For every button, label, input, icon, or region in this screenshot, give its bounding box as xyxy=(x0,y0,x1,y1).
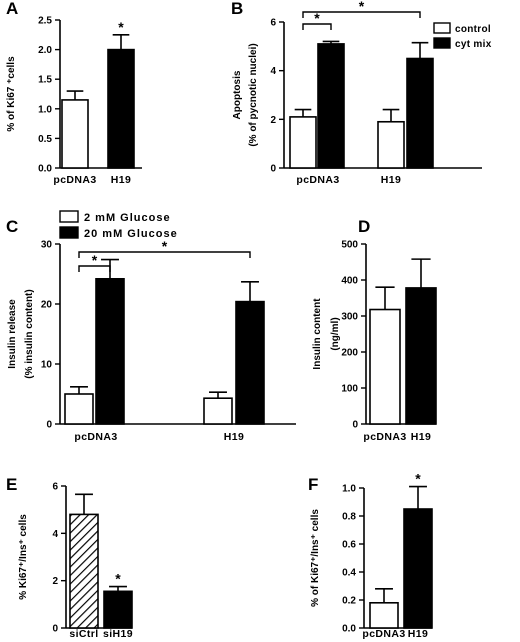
bar-pcdna3 xyxy=(61,99,89,169)
y-tick-label: 0.0 xyxy=(38,164,52,175)
significance-bracket xyxy=(302,11,421,18)
significance-star: * xyxy=(162,238,168,254)
panel-letter-e: E xyxy=(6,475,17,494)
legend-swatch-black xyxy=(59,226,79,239)
category-label-h19: H19 xyxy=(408,628,428,640)
bar-pcdna3-control xyxy=(289,116,317,169)
y-tick-label: 1.0 xyxy=(342,484,356,495)
significance-star: * xyxy=(118,19,124,35)
y-tick-label: 0.4 xyxy=(342,568,356,579)
y-tick-label: 1.0 xyxy=(38,104,52,115)
y-tick-label: 0.5 xyxy=(38,134,52,145)
bar-h19-20-mm-glucose xyxy=(235,300,265,425)
significance-star: * xyxy=(92,252,98,268)
y-tick-label: 10 xyxy=(41,360,53,371)
bar-h19 xyxy=(107,48,135,169)
legend-label: 20 mM Glucose xyxy=(84,228,178,240)
y-tick-label: 4 xyxy=(270,66,276,77)
y-tick-label: 500 xyxy=(341,240,358,251)
significance-bracket xyxy=(78,265,111,272)
y-axis-label: % Ki67⁺/Ins⁺ cells xyxy=(18,514,29,600)
y-tick-label: 2.5 xyxy=(38,16,52,27)
category-label-sih19: siH19 xyxy=(103,628,133,640)
significance-star: * xyxy=(115,571,121,587)
category-label-pcdna3: pcDNA3 xyxy=(74,431,117,443)
y-tick-label: 400 xyxy=(341,276,358,287)
panel-letter-f: F xyxy=(308,475,318,494)
y-tick-label: 100 xyxy=(341,384,358,395)
bar-pcdna3-cyt-mix xyxy=(317,43,345,169)
panel-e: E 0 2 4 6 % Ki67⁺/Ins⁺ cells siCtrl siH19 * xyxy=(6,475,133,640)
significance-bracket xyxy=(302,23,332,30)
bar-sictrl xyxy=(69,513,99,629)
y-axis-label-2: (% of pycnotic nuclei) xyxy=(248,43,259,146)
y-tick-label: 2 xyxy=(52,576,58,587)
category-label-h19: H19 xyxy=(224,431,244,443)
bar-h19-2-mm-glucose xyxy=(203,397,233,425)
legend-label: cyt mix xyxy=(455,39,492,50)
y-axis-label: % of Ki67 ⁺cells xyxy=(6,56,17,132)
y-tick-label: 0 xyxy=(270,164,276,175)
category-label-pcdna3: pcDNA3 xyxy=(53,174,96,186)
category-label-h19: H19 xyxy=(411,431,431,443)
bar-h19 xyxy=(405,287,437,425)
category-label-h19: H19 xyxy=(111,174,131,186)
y-tick-label: 0.0 xyxy=(342,624,356,635)
panel-letter-a: A xyxy=(6,0,18,18)
bar-h19-cyt-mix xyxy=(406,57,434,169)
panel-letter-b: B xyxy=(231,0,243,18)
y-tick-label: 6 xyxy=(270,18,276,29)
y-tick-label: 4 xyxy=(52,529,58,540)
legend-swatch-white xyxy=(433,22,451,34)
panel-d: D 0 100 200 300 400 500 Insulin content (ng/ml) p… xyxy=(312,217,437,443)
bar-pcdna3-2-mm-glucose xyxy=(64,393,94,425)
panel-b: B 0 2 4 6 Apoptosis (% of pycnotic nuclei) pcDN… xyxy=(231,0,492,186)
category-label-pcdna3: pcDNA3 xyxy=(296,174,339,186)
y-tick-label: 0.6 xyxy=(342,540,356,551)
y-axis-label-2: (ng/ml) xyxy=(330,317,341,350)
bar-pcdna3-20-mm-glucose xyxy=(95,277,125,425)
panel-letter-c: C xyxy=(6,217,18,236)
bar-h19 xyxy=(403,508,433,629)
y-tick-label: 300 xyxy=(341,312,358,323)
bar-pcdna3 xyxy=(369,308,401,425)
bar-sih19 xyxy=(103,590,133,629)
y-tick-label: 1.5 xyxy=(38,75,52,86)
y-tick-label: 0.2 xyxy=(342,596,356,607)
y-tick-label: 0.8 xyxy=(342,512,356,523)
category-label-h19: H19 xyxy=(381,174,401,186)
significance-bracket xyxy=(78,251,251,258)
panel-letter-d: D xyxy=(358,217,370,236)
legend-label: control xyxy=(455,24,491,35)
panel-a: A 0.0 0.5 1.0 1.5 2.0 2.5 % of Ki67 ⁺cells pcDNA… xyxy=(6,0,142,186)
y-tick-label: 200 xyxy=(341,348,358,359)
y-axis-label: Insulin content xyxy=(312,298,323,370)
panel-f: F 0.0 0.2 0.4 0.6 0.8 1.0 % of Ki67⁺/Ins⁺ cells… xyxy=(308,471,433,640)
panel-c: C 0 10 20 30 Insulin release (% insulin conten… xyxy=(6,210,296,443)
y-axis-label: % of Ki67⁺/Ins⁺ cells xyxy=(310,509,321,607)
significance-star: * xyxy=(415,471,421,487)
y-tick-label: 0 xyxy=(52,624,58,635)
bar-h19-control xyxy=(377,120,405,169)
y-axis-label: Insulin release xyxy=(7,299,18,369)
y-tick-label: 2.0 xyxy=(38,45,52,56)
y-tick-label: 20 xyxy=(41,300,53,311)
y-tick-label: 30 xyxy=(41,240,53,251)
legend-swatch-white xyxy=(59,210,79,223)
y-axis-label: Apoptosis xyxy=(232,70,243,119)
significance-star: * xyxy=(314,10,320,26)
significance-star: * xyxy=(359,0,365,14)
legend-swatch-black xyxy=(433,37,451,49)
y-axis-label-2: (% insulin content) xyxy=(24,289,35,378)
category-label-pcdna3: pcDNA3 xyxy=(362,628,405,640)
bar-pcdna3 xyxy=(369,601,399,629)
category-label-pcdna3: pcDNA3 xyxy=(363,431,406,443)
y-tick-label: 0 xyxy=(352,420,358,431)
category-label-sictrl: siCtrl xyxy=(69,628,98,640)
y-tick-label: 2 xyxy=(270,115,276,126)
legend-label: 2 mM Glucose xyxy=(84,212,171,224)
y-tick-label: 0 xyxy=(46,420,52,431)
y-tick-label: 6 xyxy=(52,482,58,493)
